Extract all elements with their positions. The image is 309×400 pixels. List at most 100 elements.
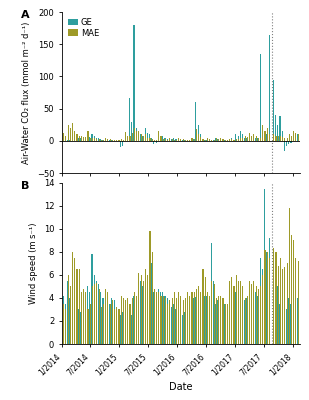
Bar [222, 139, 223, 141]
Bar [222, 298, 223, 344]
Text: B: B [21, 181, 30, 191]
Bar [251, 136, 252, 141]
Bar [105, 304, 106, 344]
Bar [249, 286, 250, 344]
Bar [118, 140, 119, 141]
Bar [238, 136, 239, 141]
Bar [240, 296, 241, 344]
Bar [278, 136, 279, 141]
Bar [242, 292, 243, 344]
Bar [134, 292, 135, 344]
Bar [114, 140, 115, 141]
Bar [202, 292, 203, 344]
Bar [286, 138, 288, 141]
Bar [282, 269, 283, 344]
Bar [76, 269, 78, 344]
Bar [160, 139, 161, 141]
Bar [74, 140, 75, 141]
Bar [154, 289, 155, 344]
Bar [174, 292, 175, 344]
Bar [145, 134, 146, 141]
Bar [138, 131, 139, 141]
Bar [68, 125, 69, 141]
Bar [171, 139, 172, 141]
Bar [267, 128, 268, 141]
Bar [129, 321, 130, 344]
Bar [149, 237, 150, 344]
Bar [276, 252, 277, 344]
Bar [273, 266, 274, 344]
Bar [145, 277, 146, 344]
Bar [211, 140, 213, 141]
Bar [122, 141, 124, 146]
Bar [202, 269, 204, 344]
Bar [78, 136, 80, 141]
Bar [167, 140, 168, 141]
Bar [169, 138, 171, 141]
Bar [198, 134, 199, 141]
Bar [110, 139, 111, 141]
Bar [247, 137, 248, 141]
Bar [158, 138, 159, 141]
Bar [132, 298, 133, 344]
Bar [131, 122, 132, 141]
Bar [141, 134, 142, 141]
Bar [113, 300, 115, 344]
Bar [178, 139, 179, 141]
Bar [116, 140, 117, 141]
Bar [101, 140, 102, 141]
Bar [275, 115, 276, 141]
Bar [138, 275, 139, 344]
Bar [70, 128, 71, 141]
Bar [125, 132, 126, 141]
Bar [214, 284, 215, 344]
Bar [196, 129, 197, 141]
Bar [240, 281, 241, 344]
Bar [74, 258, 75, 344]
Bar [98, 138, 99, 141]
Bar [74, 304, 75, 344]
Bar [246, 298, 248, 344]
Bar [180, 312, 181, 344]
Bar [264, 134, 265, 141]
Bar [207, 292, 208, 344]
Bar [94, 275, 95, 344]
Legend: GE, MAE: GE, MAE [66, 16, 101, 39]
Bar [111, 298, 112, 344]
Bar [151, 264, 152, 344]
Bar [247, 296, 248, 344]
Bar [182, 140, 183, 141]
Bar [280, 136, 281, 141]
Bar [295, 133, 297, 141]
Bar [251, 137, 252, 141]
Bar [140, 134, 141, 141]
Bar [107, 139, 108, 141]
Bar [138, 131, 139, 141]
Bar [224, 140, 225, 141]
Bar [222, 300, 223, 344]
Bar [244, 138, 245, 141]
Bar [169, 300, 171, 344]
Bar [209, 296, 210, 344]
Bar [187, 304, 188, 344]
Bar [281, 300, 283, 344]
Bar [174, 140, 175, 141]
Bar [189, 307, 190, 344]
Bar [89, 292, 90, 344]
Bar [240, 138, 241, 141]
Bar [216, 298, 217, 344]
Bar [291, 136, 292, 141]
Bar [256, 286, 257, 344]
Bar [176, 140, 177, 141]
Bar [206, 296, 208, 344]
Bar [142, 136, 143, 141]
Bar [171, 139, 173, 141]
Bar [80, 312, 82, 344]
Bar [193, 139, 194, 141]
Bar [191, 296, 192, 344]
Bar [167, 139, 168, 141]
Bar [127, 310, 128, 344]
Bar [200, 134, 201, 141]
Bar [89, 137, 90, 141]
Bar [204, 296, 205, 344]
